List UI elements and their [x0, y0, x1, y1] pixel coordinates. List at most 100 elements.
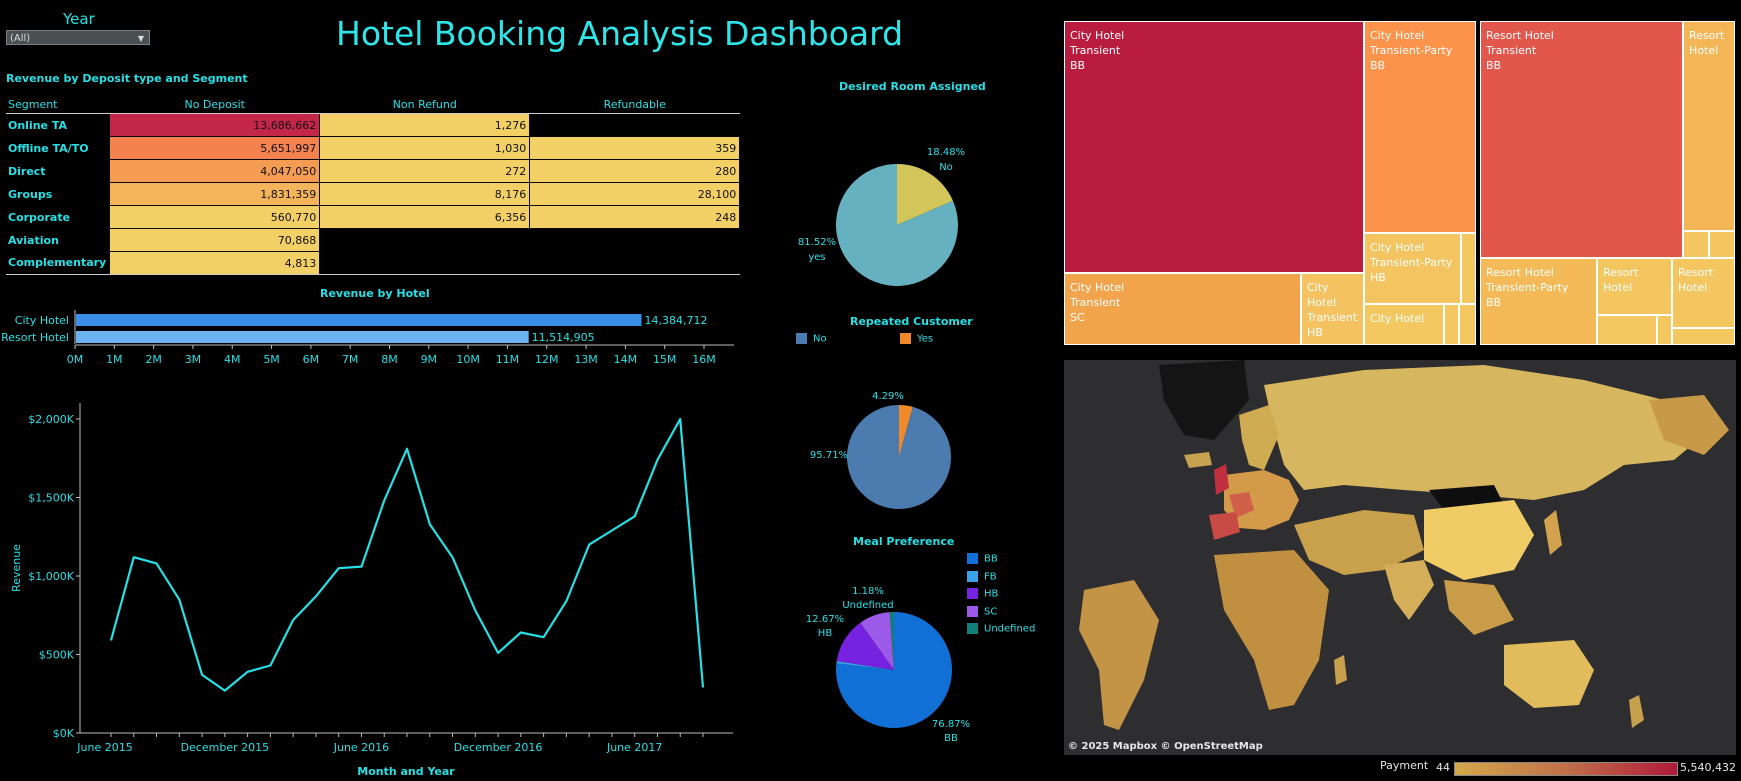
treemap-cell[interactable]: City Hotel Transient-Party HB: [1364, 233, 1461, 304]
map-land-southeast-asia: [1444, 580, 1514, 635]
table-cell: 248: [529, 205, 741, 229]
legend-swatch: [967, 605, 978, 617]
heatmap-col-header: Non Refund: [319, 95, 530, 114]
treemap-cell[interactable]: City Hotel Transient-Party BB: [1364, 21, 1476, 233]
heatmap-col-header: No Deposit: [109, 95, 320, 114]
treemap-label: Transient-Party: [1370, 256, 1453, 269]
line-y-tick-label: $1,000K: [28, 570, 74, 583]
line-y-tick-label: $0K: [53, 727, 75, 740]
bar-tick-label: 8M: [381, 353, 398, 366]
treemap-cell[interactable]: [1597, 315, 1657, 345]
pie-percent-label: 76.87%: [932, 719, 970, 730]
table-cell: 1,030: [319, 136, 531, 160]
year-filter-dropdown[interactable]: (All) ▼: [6, 30, 150, 45]
bar-tick-label: 3M: [185, 353, 202, 366]
pie-percent-label: 81.52%: [798, 237, 836, 248]
pie-percent-label: 18.48%: [927, 147, 965, 158]
treemap-cell[interactable]: [1459, 304, 1476, 345]
segment-label: Groups: [8, 187, 53, 201]
table-cell: 4,813: [109, 251, 321, 275]
legend-item: No: [796, 333, 827, 345]
treemap-cell[interactable]: Resort Hotel: [1672, 258, 1735, 328]
map-land-madagascar: [1334, 655, 1347, 685]
repeat-pie-title: Repeated Customer: [850, 315, 973, 328]
treemap-cell[interactable]: City Hotel Transient BB: [1064, 21, 1364, 273]
treemap-cell[interactable]: [1672, 328, 1735, 345]
treemap-cell[interactable]: City Hotel Transient SC: [1064, 273, 1301, 345]
legend-swatch: [967, 553, 978, 564]
chevron-down-icon: ▼: [137, 34, 144, 43]
treemap-label: Transient: [1486, 44, 1537, 57]
bar-tick-label: 7M: [342, 353, 359, 366]
table-cell-empty: [529, 113, 740, 137]
map-land-scandinavia: [1239, 405, 1279, 470]
line-y-tick-label: $500K: [39, 649, 75, 662]
meal-pie-chart: 1.18% Undefined 12.67% HB 76.87% BB: [806, 586, 970, 744]
table-cell: 28,100: [529, 182, 741, 206]
map-land-south-america: [1079, 580, 1159, 730]
segment-label: Aviation: [8, 233, 59, 247]
bar-tick-label: 5M: [263, 353, 280, 366]
map-land-iberia: [1209, 512, 1240, 540]
treemap-cell[interactable]: City Hotel: [1364, 304, 1444, 345]
line-x-tick-label: June 2015: [76, 741, 132, 754]
map-land-middle-east: [1294, 510, 1424, 575]
meal-legend: BB FB HB SC Undefined: [967, 553, 1035, 641]
pie-slice: [836, 622, 894, 670]
bar-tick-label: 0M: [67, 353, 84, 366]
pie-category-label: BB: [944, 733, 958, 744]
heatmap-col-header: Refundable: [529, 95, 740, 114]
treemap-label: Hotel: [1678, 281, 1708, 294]
table-cell: 359: [529, 136, 741, 160]
treemap-label: Resort Hotel: [1486, 266, 1554, 279]
treemap-label: Transient: [1070, 296, 1121, 309]
treemap-cell[interactable]: [1444, 304, 1459, 345]
year-filter-label: Year: [63, 10, 95, 28]
pie-percent-label: 4.29%: [872, 391, 904, 402]
line-x-tick-label: December 2015: [181, 741, 270, 754]
treemap-label: Transient: [1070, 44, 1121, 57]
legend-label: FB: [984, 571, 997, 582]
revenue-series-line: [109, 417, 705, 692]
map-attribution: © 2025 Mapbox © OpenStreetMap: [1068, 741, 1263, 752]
treemap-label: City Hotel: [1070, 29, 1125, 42]
treemap-cell[interactable]: Resort Hotel: [1597, 258, 1672, 315]
treemap-cell[interactable]: [1657, 315, 1672, 345]
map-land-australia: [1504, 640, 1594, 708]
treemap-label: Hotel: [1689, 44, 1719, 57]
segment-label: Corporate: [8, 210, 71, 224]
bar-tick-label: 2M: [145, 353, 162, 366]
table-row: Aviation 70,868: [6, 228, 740, 252]
treemap-cell[interactable]: City Hotel Transient HB: [1301, 273, 1364, 345]
room-pie-chart: 18.48% No 81.52% yes: [798, 147, 965, 286]
treemap-cell[interactable]: [1683, 231, 1709, 258]
pie-slice: [899, 405, 913, 457]
treemap-label: City Hotel: [1370, 241, 1425, 254]
bar-tick-label: 4M: [224, 353, 241, 366]
treemap-cell[interactable]: Resort Hotel Transient-Party BB: [1480, 258, 1597, 345]
map-land-africa: [1214, 550, 1329, 710]
map-land-iceland: [1184, 452, 1212, 468]
table-cell: 70,868: [109, 228, 321, 252]
treemap-cell[interactable]: Resort Hotel Transient BB: [1480, 21, 1683, 258]
legend-label: HB: [984, 588, 999, 600]
treemap-label: City Hotel: [1370, 29, 1425, 42]
bar-category-label: Resort Hotel: [1, 331, 69, 344]
bar: [76, 314, 642, 326]
treemap-cell[interactable]: Resort Hotel: [1683, 21, 1735, 231]
heatmap-row-header: Segment: [6, 95, 110, 114]
treemap-label: City Hotel: [1307, 281, 1337, 309]
pie-percent-label: 95.71%: [810, 450, 848, 461]
table-row: Corporate 560,770 6,356 248: [6, 205, 741, 229]
treemap-cell[interactable]: [1709, 231, 1735, 258]
room-pie-title: Desired Room Assigned: [839, 80, 986, 93]
legend-label: SC: [984, 606, 998, 617]
world-map[interactable]: [1064, 360, 1736, 755]
table-cell: 5,651,997: [109, 136, 321, 160]
pie-category-label: Undefined: [842, 600, 893, 611]
hotel-bar-title: Revenue by Hotel: [320, 287, 430, 300]
treemap-cell[interactable]: [1461, 233, 1476, 304]
legend-item: BB: [967, 553, 1035, 571]
hotel-bar-chart: City Hotel 14,384,712 Resort Hotel 11,514,9…: [1, 310, 734, 366]
bar-tick-label: 6M: [303, 353, 320, 366]
